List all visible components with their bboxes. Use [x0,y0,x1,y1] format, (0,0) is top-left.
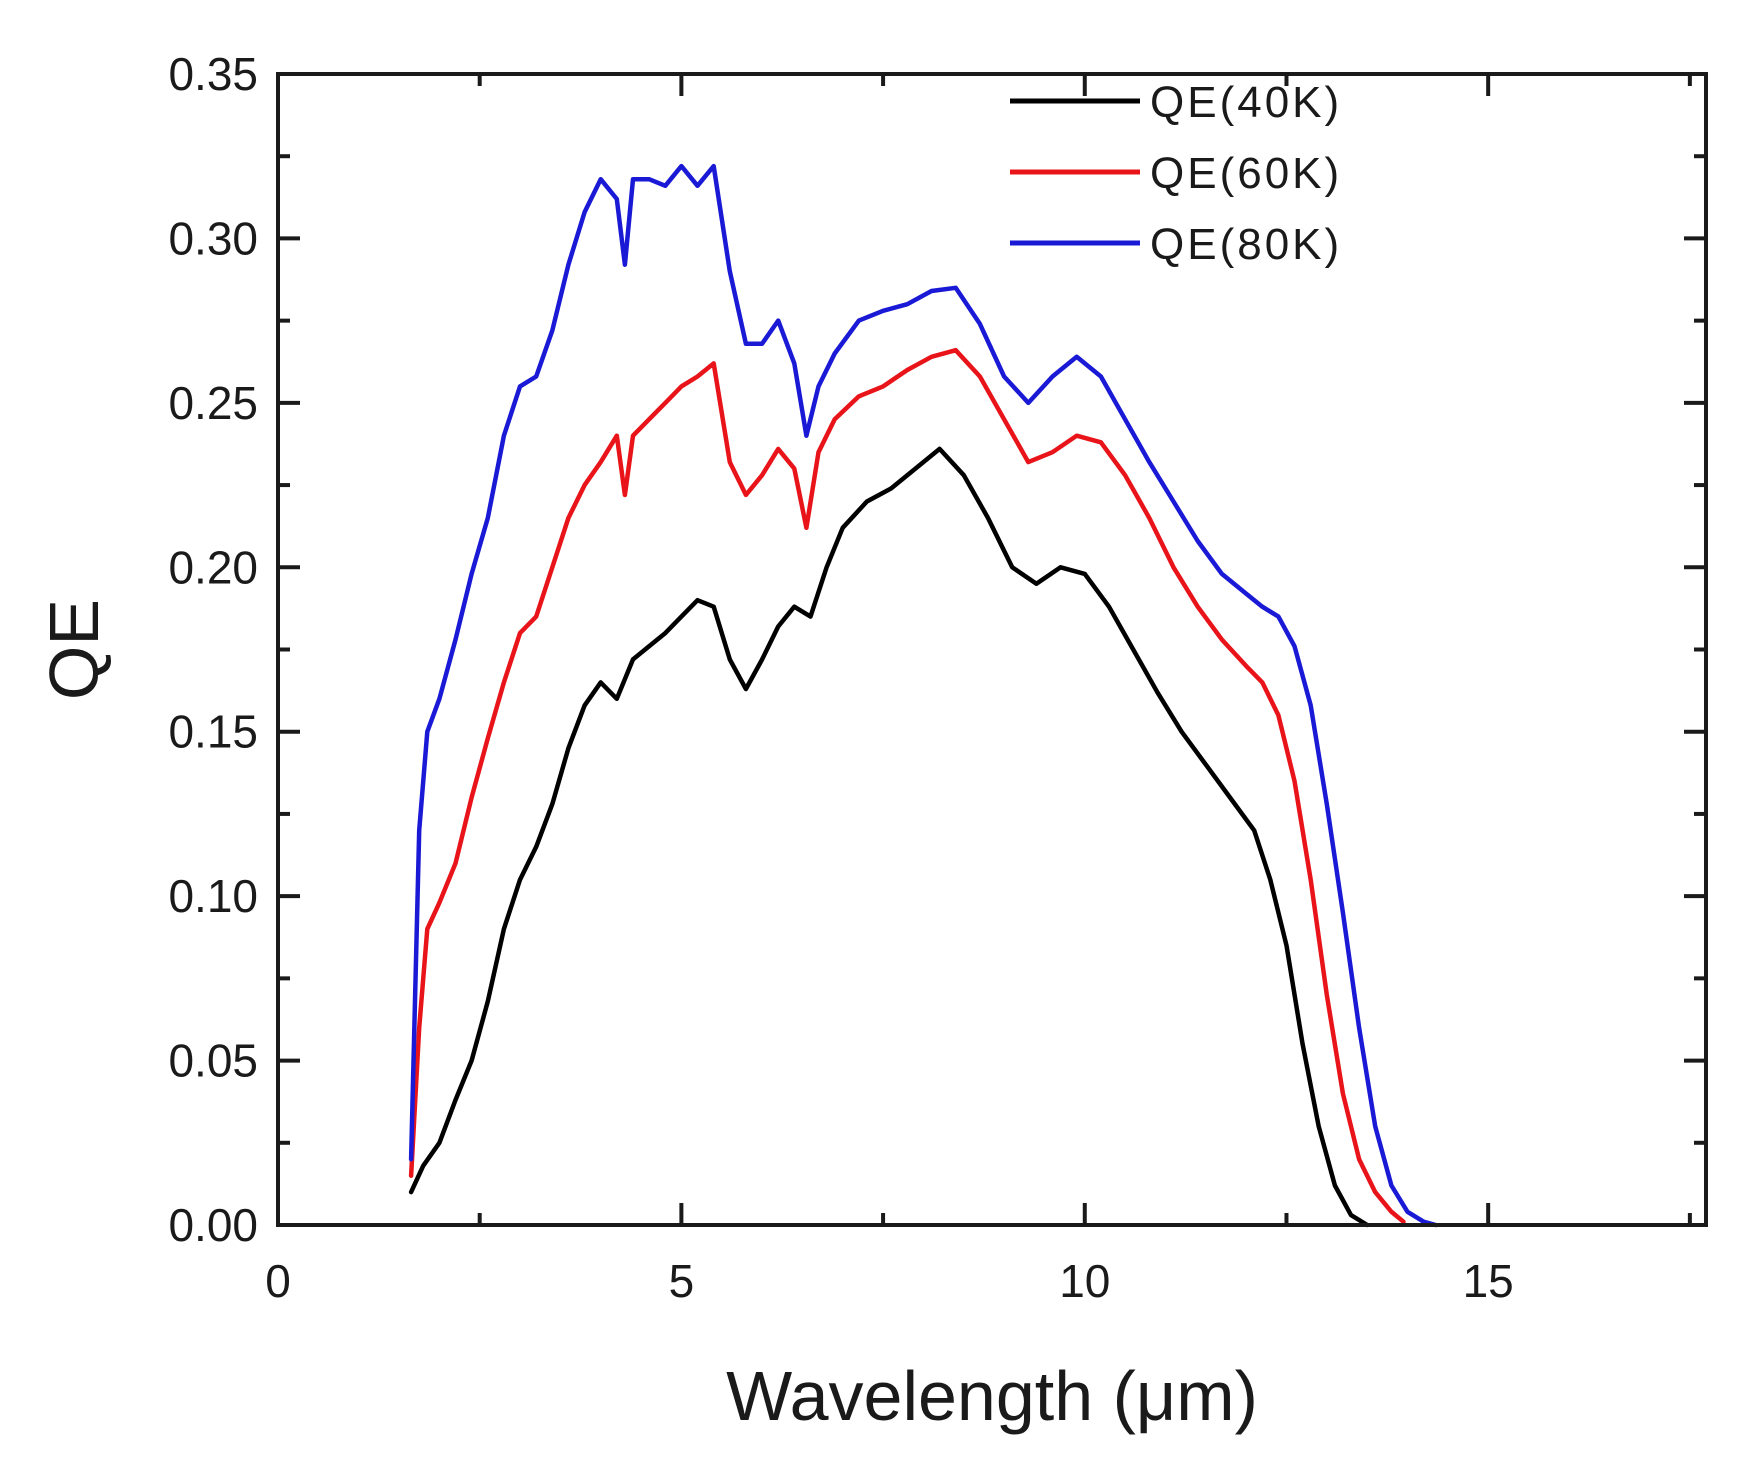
ticks-layer: 0 5 10 15 0.00 0.05 0.10 0.15 0.20 0.25 0.30 0.35 [168,48,1706,1307]
x-tick-label: 0 [265,1255,291,1307]
y-tick-label: 0.25 [168,377,258,429]
x-tick-label: 5 [669,1255,695,1307]
y-axis-title: QE [35,599,113,700]
x-tick-label: 10 [1059,1255,1110,1307]
y-tick-label: 0.20 [168,541,258,593]
y-tick-label: 0.35 [168,48,258,100]
y-tick-label: 0.30 [168,212,258,264]
x-tick-label: 15 [1463,1255,1514,1307]
x-axis-title: Wavelength (μm) [726,1357,1258,1435]
legend-label-qe-40k: QE(40K) [1150,78,1342,127]
series-line-qe-60k [408,347,1406,1224]
plot-frame [276,72,1708,1227]
legend-label-qe-80k: QE(80K) [1150,220,1342,269]
y-tick-label: 0.05 [168,1035,258,1087]
series-line-qe-40k [408,446,1370,1228]
series-layer [408,163,1438,1228]
legend: QE(40K) QE(60K) QE(80K) [1010,78,1342,269]
y-tick-label: 0.10 [168,870,258,922]
y-tick-label: 0.00 [168,1199,258,1251]
legend-label-qe-60k: QE(60K) [1150,149,1342,198]
series-line-qe-80k [408,163,1438,1228]
y-tick-label: 0.15 [168,706,258,758]
